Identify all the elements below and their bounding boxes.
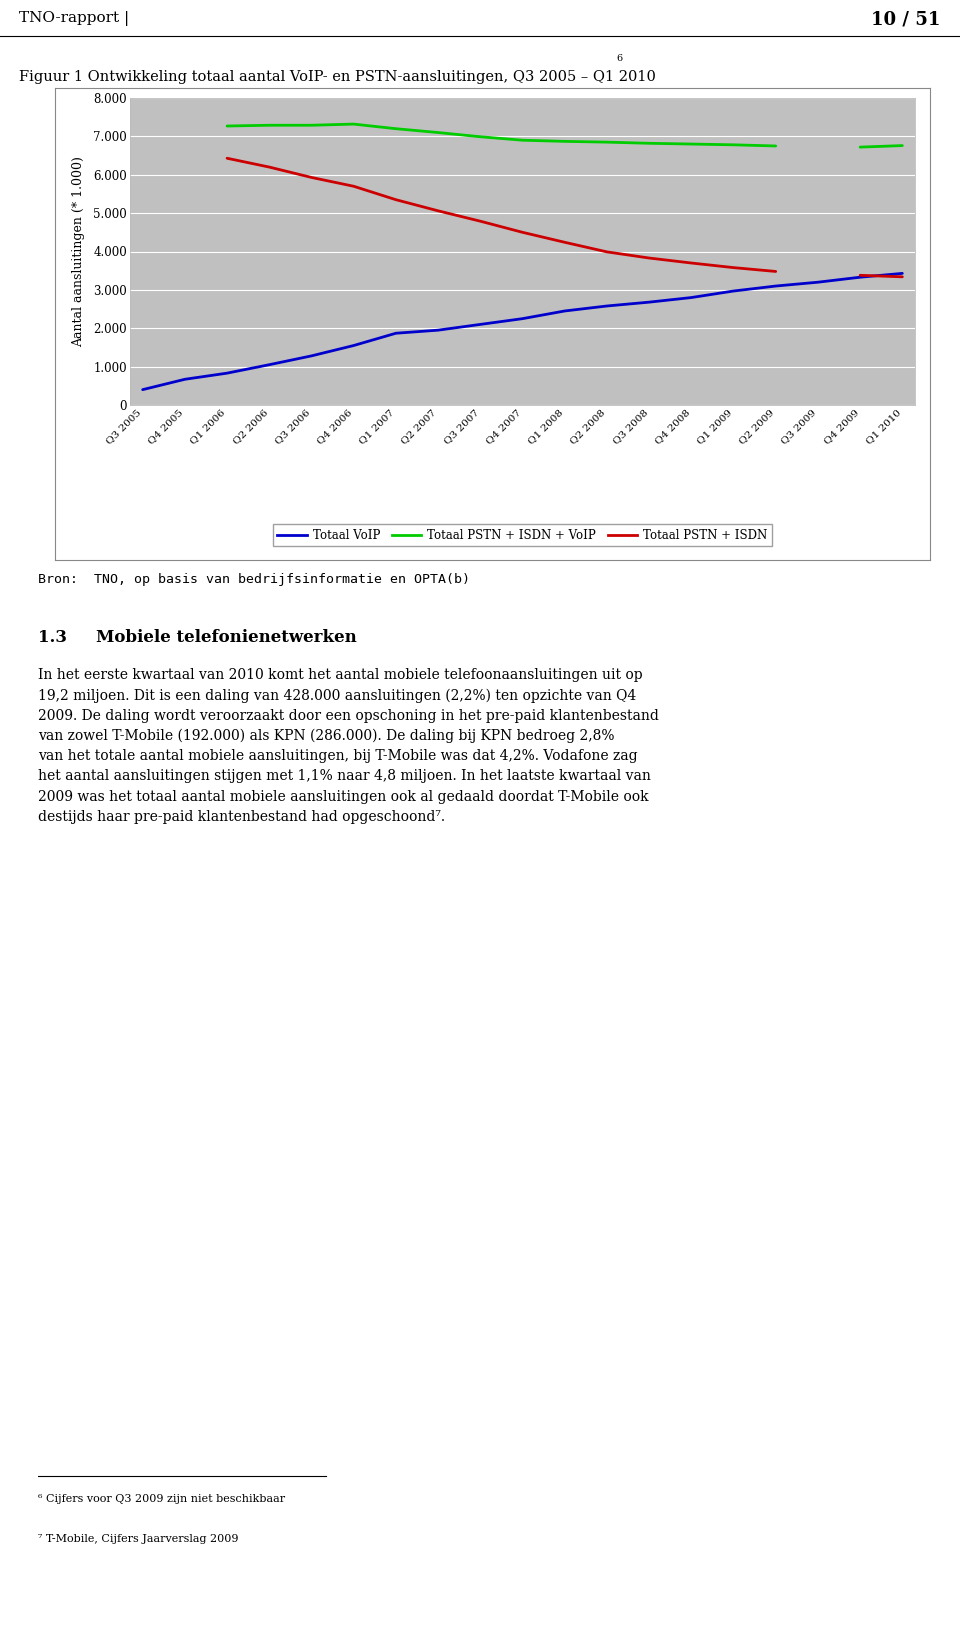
Text: TNO-rapport |: TNO-rapport | xyxy=(19,11,130,26)
Text: 10 / 51: 10 / 51 xyxy=(872,10,941,28)
Text: Figuur 1 Ontwikkeling totaal aantal VoIP- en PSTN-aansluitingen, Q3 2005 – Q1 20: Figuur 1 Ontwikkeling totaal aantal VoIP… xyxy=(19,70,656,84)
Y-axis label: Aantal aansluitingen (* 1.000): Aantal aansluitingen (* 1.000) xyxy=(72,156,85,347)
Text: ⁷ T-Mobile, Cijfers Jaarverslag 2009: ⁷ T-Mobile, Cijfers Jaarverslag 2009 xyxy=(38,1533,239,1543)
Text: Mobiele telefonienetwerken: Mobiele telefonienetwerken xyxy=(96,629,356,647)
Text: 1.3: 1.3 xyxy=(38,629,67,647)
Text: Bron:  TNO, op basis van bedrijfsinformatie en OPTA(b): Bron: TNO, op basis van bedrijfsinformat… xyxy=(38,573,470,585)
Text: In het eerste kwartaal van 2010 komt het aantal mobiele telefoonaansluitingen ui: In het eerste kwartaal van 2010 komt het… xyxy=(38,668,660,824)
Legend: Totaal VoIP, Totaal PSTN + ISDN + VoIP, Totaal PSTN + ISDN: Totaal VoIP, Totaal PSTN + ISDN + VoIP, … xyxy=(273,524,773,547)
Text: ⁶ Cijfers voor Q3 2009 zijn niet beschikbaar: ⁶ Cijfers voor Q3 2009 zijn niet beschik… xyxy=(38,1494,285,1504)
Text: 6: 6 xyxy=(616,54,622,62)
